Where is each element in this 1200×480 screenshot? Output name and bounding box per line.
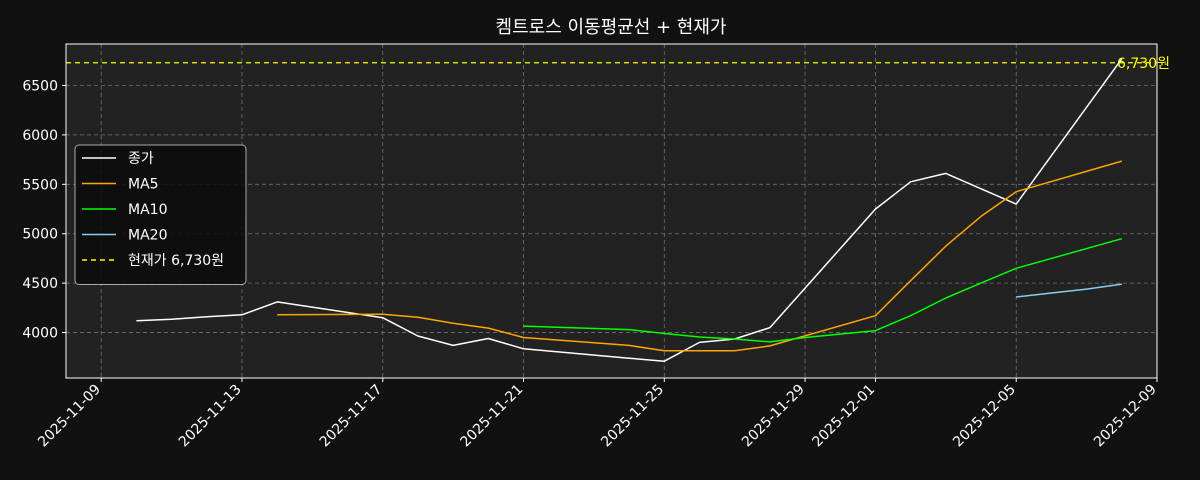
- y-tick-label: 5500: [22, 177, 58, 193]
- y-tick-label: 4500: [22, 276, 58, 292]
- x-tick-label: 2025-11-09: [35, 382, 104, 451]
- x-tick-label: 2025-12-05: [950, 382, 1019, 451]
- legend-label-1: MA5: [128, 177, 159, 193]
- y-tick-label: 4000: [22, 326, 58, 342]
- x-tick-label: 2025-12-01: [809, 382, 878, 451]
- x-tick-label: 2025-12-09: [1091, 382, 1160, 451]
- x-tick-label: 2025-11-29: [739, 382, 808, 451]
- series-line-2: [523, 237, 1123, 343]
- legend-label-4: 현재가 6,730원: [128, 253, 224, 269]
- legend-box: [74, 144, 247, 285]
- plot-frame: [65, 43, 1158, 379]
- series-line-1: [277, 160, 1123, 352]
- y-tick-label: 6000: [22, 128, 58, 144]
- y-tick-label: 6500: [22, 79, 58, 95]
- y-tick-label: 5000: [22, 227, 58, 243]
- current-price-label: 6,730원: [1117, 56, 1170, 72]
- chart-title: 켐트로스 이동평균선 + 현재가: [496, 17, 727, 38]
- x-tick-label: 2025-11-17: [317, 382, 386, 451]
- x-tick-label: 2025-11-21: [457, 382, 526, 451]
- x-tick-label: 2025-11-13: [176, 382, 245, 451]
- plot-background: [66, 44, 1157, 378]
- legend-label-2: MA10: [128, 202, 167, 218]
- legend-label-3: MA20: [128, 228, 167, 244]
- series-line-0: [136, 58, 1123, 362]
- x-tick-label: 2025-11-25: [598, 382, 667, 451]
- series-line-3: [1016, 283, 1122, 298]
- legend-label-0: 종가: [128, 151, 154, 167]
